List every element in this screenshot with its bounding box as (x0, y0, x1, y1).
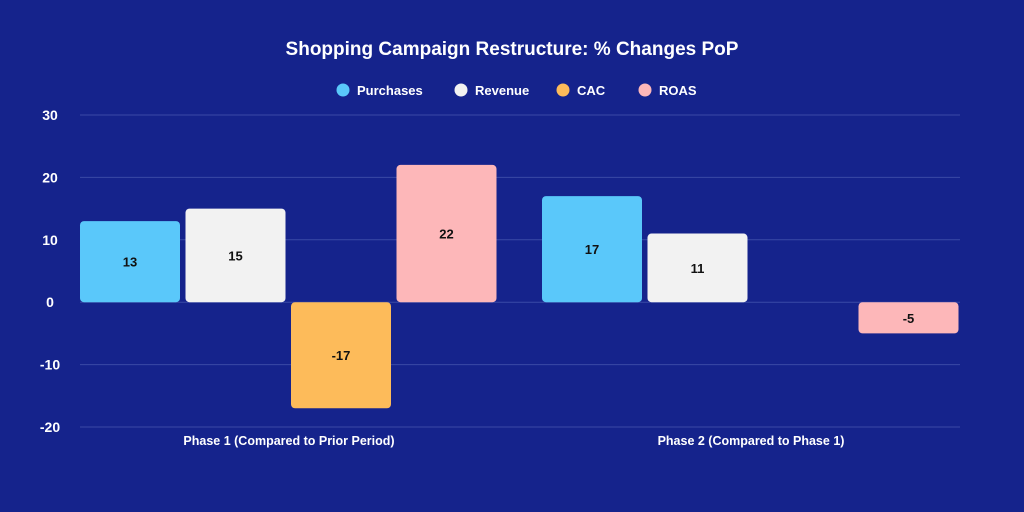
y-axis: 30 20 10 0 -10 -20 (40, 107, 60, 435)
data-label-revenue-phase2: 11 (691, 261, 705, 276)
legend-label-revenue: Revenue (475, 83, 529, 98)
data-label-roas-phase2: -5 (903, 311, 915, 326)
legend-label-cac: CAC (577, 83, 606, 98)
bar-cac-phase1 (291, 302, 391, 409)
bar-purchases-phase2 (542, 196, 642, 303)
x-category-label: Phase 2 (Compared to Phase 1) (658, 434, 845, 448)
x-axis: Phase 1 (Compared to Prior Period) Phase … (183, 434, 844, 448)
legend-swatch-roas (638, 83, 652, 97)
bar-revenue-phase2 (647, 233, 748, 303)
y-tick-label: 30 (42, 107, 58, 123)
legend: Purchases Revenue CAC ROAS (336, 83, 697, 98)
data-label-purchases-phase1: 13 (123, 255, 137, 270)
data-label-roas-phase1: 22 (439, 227, 453, 242)
legend-label-purchases: Purchases (357, 83, 423, 98)
bar-revenue-phase1 (185, 208, 286, 303)
legend-swatch-revenue (454, 83, 468, 97)
data-label-revenue-phase1: 15 (228, 248, 242, 263)
bar-roas-phase2 (858, 302, 959, 334)
bar-roas-phase1 (396, 164, 497, 303)
y-tick-label: 10 (42, 232, 58, 248)
bar-purchases-phase1 (80, 221, 180, 303)
x-category-label: Phase 1 (Compared to Prior Period) (183, 434, 394, 448)
y-tick-label: -20 (40, 419, 60, 435)
y-tick-label: 0 (46, 294, 54, 310)
legend-swatch-cac (556, 83, 570, 97)
bars-group: 13 15 -17 22 17 11 -5 (80, 164, 959, 409)
y-tick-label: 20 (42, 169, 58, 185)
y-tick-label: -10 (40, 357, 60, 373)
data-label-purchases-phase2: 17 (585, 242, 599, 257)
legend-label-roas: ROAS (659, 83, 697, 98)
chart-title: Shopping Campaign Restructure: % Changes… (286, 39, 739, 60)
data-label-cac-phase1: -17 (332, 348, 351, 363)
legend-swatch-purchases (336, 83, 350, 97)
